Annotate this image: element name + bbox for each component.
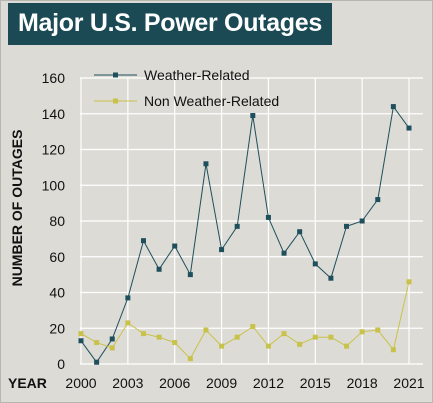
legend-label-weather: Weather-Related — [144, 67, 250, 83]
data-point-weather — [187, 272, 193, 278]
data-point-non-weather — [265, 343, 271, 349]
x-tick-label: 2009 — [206, 375, 237, 391]
y-tick-label: 40 — [49, 285, 65, 301]
y-tick-label: 20 — [49, 320, 65, 336]
data-point-non-weather — [312, 334, 318, 340]
y-axis-title: NUMBER OF OUTAGES — [9, 130, 25, 287]
grid-lines — [80, 77, 423, 365]
data-point-non-weather — [375, 327, 381, 333]
data-point-weather — [172, 243, 178, 249]
chart-title: Major U.S. Power Outages — [8, 3, 332, 45]
x-tick-label: 2015 — [300, 375, 331, 391]
data-point-weather — [234, 223, 240, 229]
y-tick-label: 100 — [42, 177, 66, 193]
data-point-weather — [125, 295, 131, 301]
data-point-weather — [250, 113, 256, 119]
data-point-non-weather — [328, 334, 334, 340]
data-point-weather — [344, 223, 350, 229]
data-point-weather — [203, 161, 209, 167]
data-point-non-weather — [140, 331, 146, 337]
data-point-weather — [297, 229, 303, 235]
data-point-weather — [78, 338, 84, 344]
data-point-non-weather — [297, 341, 303, 347]
series-lines — [78, 104, 412, 365]
data-point-non-weather — [187, 356, 193, 362]
legend-marker-non-weather — [113, 98, 118, 104]
x-tick-label: 2012 — [253, 375, 284, 391]
data-point-weather — [312, 261, 318, 267]
data-point-weather — [406, 125, 412, 131]
data-point-non-weather — [344, 343, 350, 349]
data-point-non-weather — [250, 323, 256, 329]
data-point-non-weather — [78, 331, 84, 337]
x-tick-label: 2003 — [112, 375, 143, 391]
x-tick-label: 2018 — [347, 375, 378, 391]
y-axis: 0 20 40 60 80 100 120 140 160 — [42, 70, 66, 372]
data-point-non-weather — [234, 334, 240, 340]
data-point-weather — [219, 247, 225, 253]
data-point-non-weather — [125, 320, 131, 326]
data-point-non-weather — [281, 331, 287, 337]
legend: Weather-Related Non Weather-Related — [94, 67, 279, 109]
series-line-non-weather — [80, 281, 410, 360]
data-point-non-weather — [156, 334, 162, 340]
y-tick-label: 0 — [57, 356, 65, 372]
data-point-non-weather — [172, 340, 178, 346]
data-point-non-weather — [359, 329, 365, 335]
data-point-non-weather — [94, 340, 100, 346]
data-point-weather — [156, 266, 162, 272]
y-tick-label: 160 — [42, 70, 66, 86]
x-axis: 2000 2003 2006 2009 2012 2015 2018 2021 — [65, 375, 424, 391]
data-point-weather — [265, 214, 271, 220]
legend-marker-weather — [113, 72, 118, 78]
data-point-weather — [390, 104, 396, 110]
data-point-weather — [140, 238, 146, 244]
data-point-weather — [328, 275, 334, 281]
data-point-weather — [375, 197, 381, 203]
series-line-weather — [80, 105, 410, 364]
y-tick-label: 80 — [49, 213, 65, 229]
data-point-weather — [359, 218, 365, 224]
data-point-non-weather — [203, 327, 209, 333]
data-point-non-weather — [109, 345, 115, 351]
data-point-non-weather — [406, 279, 412, 285]
data-point-non-weather — [219, 343, 225, 349]
legend-label-non-weather: Non Weather-Related — [144, 93, 279, 109]
data-point-non-weather — [390, 347, 396, 353]
x-axis-title: YEAR — [8, 375, 47, 391]
data-point-weather — [281, 250, 287, 256]
data-point-weather — [109, 336, 115, 342]
x-tick-label: 2000 — [65, 375, 96, 391]
data-point-weather — [94, 359, 100, 365]
y-tick-label: 60 — [49, 249, 65, 265]
y-tick-label: 140 — [42, 106, 66, 122]
x-tick-label: 2021 — [393, 375, 424, 391]
y-tick-label: 120 — [42, 142, 66, 158]
x-tick-label: 2006 — [159, 375, 190, 391]
